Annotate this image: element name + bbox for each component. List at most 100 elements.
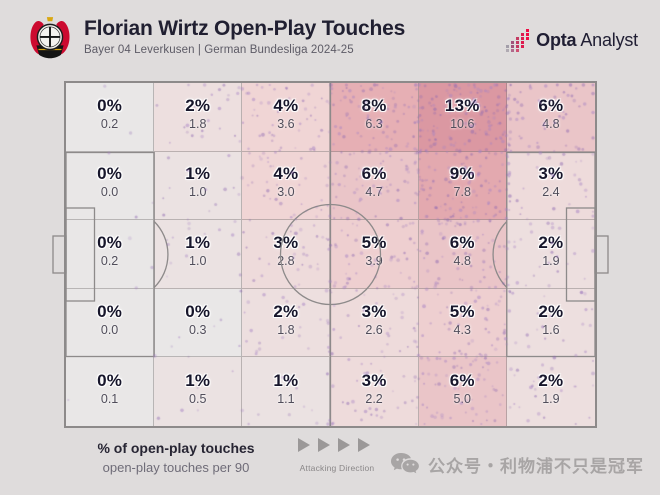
zone-pct-value: 4%	[273, 95, 299, 115]
zone-per90-value: 0.2	[100, 116, 119, 131]
zone-pct-value: 9%	[449, 164, 475, 184]
zone-per90-value: 1.9	[542, 253, 560, 268]
zone-per90-value: 4.3	[453, 322, 471, 337]
zone-cell-r3-c3: 3% 2.8	[242, 220, 331, 289]
zone-pct-value: 3%	[538, 164, 564, 184]
zone-cell-r5-c6: 2% 1.9	[506, 357, 595, 426]
zone-per90-value: 10.6	[450, 116, 475, 131]
opta-mark-icon	[506, 29, 530, 52]
zone-per90-value: 4.8	[542, 116, 560, 131]
zone-per90-value: 1.9	[542, 391, 560, 406]
zone-pct-value: 3%	[361, 370, 387, 390]
page-subtitle: Bayer 04 Leverkusen | German Bundesliga …	[84, 44, 354, 57]
zone-cell-r1-c3: 4% 3.6	[242, 83, 331, 152]
zone-per90-value: 2.4	[542, 185, 560, 200]
zone-per90-value: 1.0	[189, 185, 207, 200]
zone-pct-value: 0%	[97, 232, 123, 252]
zone-cell-r3-c2: 1% 1.0	[154, 220, 243, 289]
zone-cell-r3-c6: 2% 1.9	[506, 220, 595, 289]
zone-pct-value: 2%	[273, 301, 299, 321]
zone-cell-r1-c6: 6% 4.8	[506, 83, 595, 152]
zone-per90-value: 2.8	[277, 253, 295, 268]
brand-wordmark: Opta Analyst	[536, 30, 638, 51]
zone-cell-r4-c4: 3% 2.6	[330, 288, 419, 358]
zone-cell-r3-c4: 5% 3.9	[330, 220, 419, 289]
zone-cell-r2-c6: 3% 2.4	[506, 151, 595, 221]
zone-pct-value: 1%	[185, 370, 211, 390]
zone-pct-value: 0%	[97, 370, 123, 390]
zone-cell-r5-c5: 6% 5.0	[418, 357, 507, 426]
brand-opta: Opta	[536, 29, 577, 50]
zone-cell-r1-c1: 0% 0.2	[66, 83, 155, 152]
watermark: 公众号・利物浦不只是冠军	[390, 452, 644, 477]
zone-pct-value: 1%	[185, 232, 211, 252]
zone-cell-r5-c1: 0% 0.1	[66, 357, 155, 426]
zone-per90-value: 4.8	[453, 253, 471, 268]
zone-per90-value: 0.2	[100, 253, 119, 268]
zone-cell-r4-c3: 2% 1.8	[242, 288, 331, 358]
zone-per90-value: 0.0	[100, 185, 119, 200]
zone-cell-r1-c2: 2% 1.8	[154, 83, 243, 152]
attacking-arrows-icon	[298, 438, 370, 452]
zone-pct-value: 6%	[538, 95, 564, 115]
zone-pct-value: 1%	[273, 370, 299, 390]
zone-pct-value: 1%	[185, 164, 211, 184]
legend-pct-label: % of open-play touches	[97, 440, 255, 456]
zone-per90-value: 1.8	[277, 322, 295, 337]
page-title: Florian Wirtz Open-Play Touches	[84, 17, 406, 40]
wechat-icon	[391, 453, 419, 474]
zone-per90-value: 0.1	[100, 391, 119, 406]
zone-per90-value: 6.3	[365, 116, 383, 131]
zone-pct-value: 13%	[444, 95, 480, 115]
zone-per90-value: 7.8	[453, 185, 471, 200]
zone-pct-value: 0%	[185, 301, 211, 321]
zone-per90-value: 2.2	[365, 391, 383, 406]
zone-per90-value: 0.0	[100, 322, 119, 337]
zone-pct-value: 3%	[361, 301, 387, 321]
zone-pct-value: 6%	[449, 370, 475, 390]
zone-per90-value: 3.6	[277, 116, 295, 131]
zone-pct-value: 2%	[538, 232, 564, 252]
attacking-direction: Attacking Direction	[291, 438, 383, 473]
zone-cell-r5-c2: 1% 0.5	[154, 357, 243, 426]
watermark-text: 公众号・利物浦不只是冠军	[428, 457, 644, 477]
bayer-leverkusen-crest	[30, 17, 70, 59]
zone-pct-value: 6%	[361, 164, 387, 184]
legend: % of open-play touches open-play touches…	[58, 440, 294, 475]
zone-per90-value: 3.0	[277, 185, 295, 200]
zone-pct-value: 2%	[185, 95, 211, 115]
zone-per90-value: 2.6	[365, 322, 383, 337]
zone-per90-value: 1.1	[277, 391, 295, 406]
zone-cell-r5-c3: 1% 1.1	[242, 357, 331, 426]
zone-per90-value: 5.0	[453, 391, 471, 406]
zone-pct-value: 5%	[361, 232, 387, 252]
header: Florian Wirtz Open-Play Touches Bayer 04…	[84, 17, 405, 56]
zone-pct-value: 0%	[97, 95, 123, 115]
zone-cell-r3-c5: 6% 4.8	[418, 220, 507, 289]
legend-per90-label: open-play touches per 90	[102, 460, 250, 475]
zone-cell-r2-c2: 1% 1.0	[154, 151, 243, 221]
zone-cell-r1-c4: 8% 6.3	[330, 83, 419, 152]
pitch-heatmap: 0% 0.2 2% 1.8 4% 3.6 8% 6.3 13% 10.6 6% 4.8 0% 0.0 1% 1…	[52, 81, 609, 428]
zone-per90-value: 1.6	[542, 322, 560, 337]
zone-cell-r2-c4: 6% 4.7	[330, 151, 419, 221]
zone-cell-r2-c3: 4% 3.0	[242, 151, 331, 221]
zone-cell-r2-c1: 0% 0.0	[66, 151, 155, 221]
zone-per90-value: 0.3	[189, 322, 207, 337]
opta-analyst-logo: Opta Analyst	[506, 27, 638, 53]
zone-cell-r2-c5: 9% 7.8	[418, 151, 507, 221]
brand-analyst: Analyst	[580, 29, 638, 50]
zone-cell-r4-c6: 2% 1.6	[506, 288, 595, 358]
zone-pct-value: 2%	[538, 301, 564, 321]
zone-per90-value: 4.7	[365, 185, 383, 200]
zone-cell-r1-c5: 13% 10.6	[418, 83, 507, 152]
zone-per90-value: 3.9	[365, 253, 383, 268]
zone-cell-r5-c4: 3% 2.2	[330, 357, 419, 426]
zone-pct-value: 2%	[538, 370, 564, 390]
zone-cell-r4-c2: 0% 0.3	[154, 288, 243, 358]
zone-cell-r3-c1: 0% 0.2	[66, 220, 155, 289]
zone-per90-value: 1.0	[189, 253, 207, 268]
zone-pct-value: 5%	[449, 301, 475, 321]
zone-per90-value: 0.5	[189, 391, 207, 406]
